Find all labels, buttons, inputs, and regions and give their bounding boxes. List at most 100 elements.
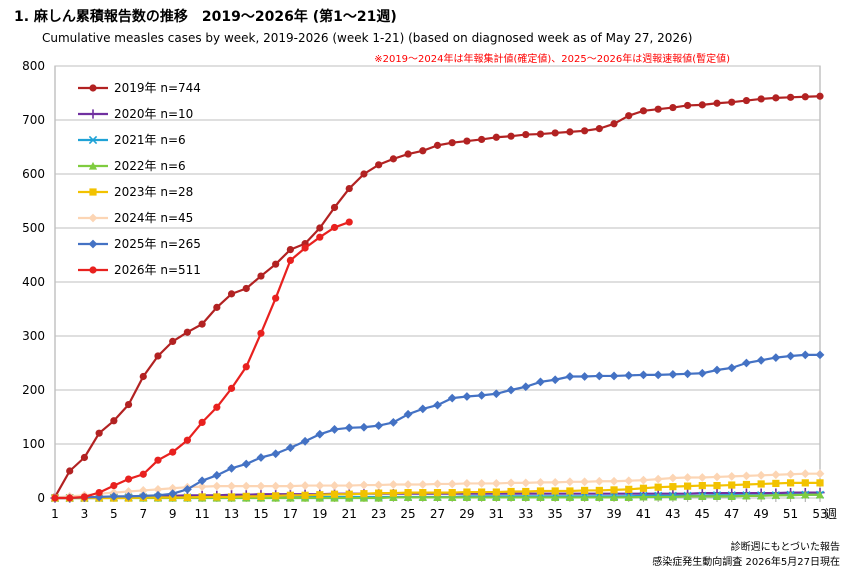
- data-point: [462, 479, 472, 488]
- data-point: [506, 493, 516, 502]
- data-point: [241, 459, 251, 469]
- data-point: [138, 491, 148, 501]
- data-point: [668, 473, 678, 483]
- x-tick-label: 9: [169, 507, 177, 521]
- data-point: [624, 476, 634, 486]
- data-point: [771, 491, 780, 499]
- y-tick-label: 400: [22, 275, 45, 289]
- data-point: [183, 328, 192, 336]
- data-point: [169, 337, 177, 345]
- data-point: [698, 101, 706, 109]
- data-point: [271, 481, 281, 491]
- data-point: [419, 489, 427, 497]
- data-point: [389, 489, 397, 497]
- legend-label: 2019年 n=744: [114, 81, 201, 95]
- data-point: [757, 480, 765, 488]
- data-point: [639, 370, 648, 380]
- data-point: [345, 218, 353, 226]
- data-point: [183, 436, 192, 444]
- data-point: [742, 358, 751, 368]
- data-point: [272, 294, 280, 302]
- data-point: [418, 493, 427, 502]
- data-point: [124, 475, 133, 483]
- data-point: [227, 463, 236, 473]
- data-point: [448, 139, 456, 147]
- y-tick-label: 700: [22, 113, 45, 127]
- data-point: [816, 479, 824, 487]
- data-point: [786, 351, 795, 361]
- data-point: [756, 355, 766, 365]
- data-point: [110, 481, 118, 490]
- data-point: [507, 487, 515, 496]
- data-point: [197, 476, 207, 486]
- data-point: [522, 487, 530, 496]
- data-point: [433, 489, 442, 497]
- data-point: [169, 448, 177, 456]
- x-tick-label: 45: [695, 507, 710, 521]
- legend-label: 2024年 n=45: [114, 211, 193, 225]
- data-point: [213, 493, 221, 501]
- data-point: [697, 368, 707, 378]
- data-point: [388, 480, 398, 489]
- legend-label: 2023年 n=28: [114, 185, 193, 199]
- data-point: [566, 487, 574, 495]
- data-point: [463, 137, 471, 145]
- x-tick-label: 17: [283, 507, 298, 521]
- data-point: [580, 477, 590, 487]
- data-point: [80, 493, 89, 501]
- data-point: [698, 481, 706, 490]
- series-7: [51, 218, 353, 502]
- data-point: [286, 256, 294, 264]
- data-point: [80, 453, 89, 462]
- footer-note-2: 感染症発生動向調査 2026年5月27日現在: [652, 557, 840, 568]
- data-point: [625, 485, 633, 493]
- data-point: [595, 486, 603, 495]
- data-point: [374, 480, 384, 490]
- data-point: [433, 493, 442, 502]
- data-point: [550, 375, 560, 385]
- data-point: [536, 130, 545, 138]
- data-point: [610, 486, 618, 494]
- x-tick-label: 51: [783, 507, 798, 521]
- data-point: [66, 494, 74, 502]
- data-point: [66, 467, 74, 475]
- data-point: [506, 385, 516, 395]
- data-point: [728, 481, 736, 489]
- data-point: [316, 491, 324, 499]
- data-point: [345, 490, 353, 498]
- data-point: [712, 472, 722, 482]
- data-point: [183, 484, 192, 494]
- data-point: [654, 492, 663, 501]
- legend-label: 2026年 n=511: [114, 263, 201, 277]
- data-point: [124, 400, 133, 409]
- data-point: [478, 135, 486, 144]
- data-point: [653, 370, 663, 380]
- data-point: [213, 403, 221, 411]
- data-point: [478, 488, 486, 496]
- data-point: [594, 371, 604, 381]
- data-point: [359, 480, 369, 490]
- data-point: [139, 372, 147, 381]
- data-point: [154, 456, 162, 464]
- data-point: [595, 125, 603, 133]
- x-tick-label: 13: [224, 507, 239, 521]
- x-tick-label: 29: [459, 507, 474, 521]
- y-tick-label: 500: [22, 221, 45, 235]
- data-point: [550, 477, 560, 487]
- data-point: [344, 481, 354, 490]
- data-point: [815, 350, 825, 360]
- data-point: [772, 479, 780, 488]
- data-point: [712, 365, 722, 375]
- data-point: [565, 477, 575, 487]
- data-point: [271, 449, 281, 459]
- data-point: [51, 494, 59, 502]
- data-point: [109, 491, 119, 501]
- data-point: [742, 491, 751, 500]
- data-point: [815, 469, 825, 479]
- data-point: [433, 400, 442, 410]
- data-point: [315, 481, 325, 490]
- data-point: [728, 98, 736, 106]
- y-tick-label: 800: [22, 59, 45, 73]
- data-point: [477, 493, 486, 502]
- data-point: [713, 481, 721, 490]
